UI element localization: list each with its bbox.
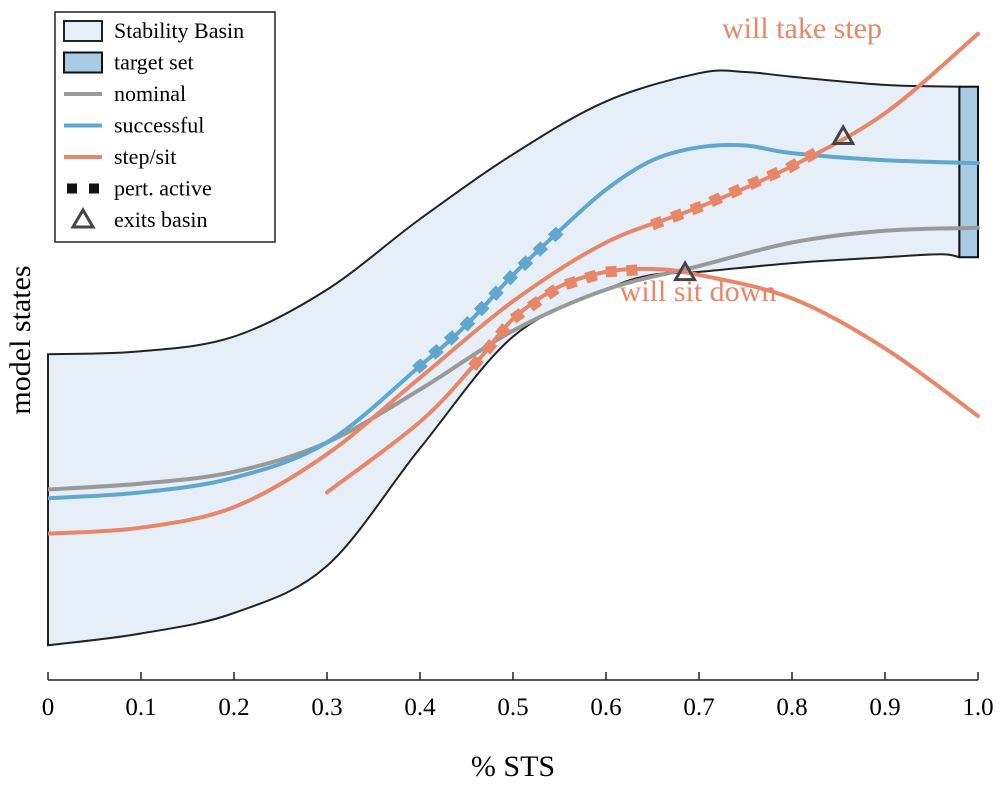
pert-marker xyxy=(509,308,526,324)
pert-marker xyxy=(495,323,511,339)
pert-marker xyxy=(517,255,534,271)
pert-marker xyxy=(532,241,549,257)
pert-segment-0 xyxy=(412,226,564,374)
legend: Stability Basin target set nominal successf… xyxy=(54,11,276,243)
legend-swatch xyxy=(89,183,99,194)
legend-entry-successful: successful xyxy=(64,113,204,138)
pert-marker xyxy=(488,285,504,301)
legend-swatch xyxy=(67,183,77,194)
legend-swatch xyxy=(63,51,103,74)
x-tick-label: 0 xyxy=(42,694,55,721)
legend-items: Stability Basin target set nominal successf… xyxy=(63,18,244,232)
pert-marker xyxy=(468,355,484,371)
legend-entry-exit: exits basin xyxy=(70,207,208,232)
exit-basin-marker-0 xyxy=(831,123,856,145)
x-tick-label: 0.1 xyxy=(125,694,156,721)
legend-entry-basin: Stability Basin xyxy=(63,18,244,43)
legend-label: target set xyxy=(114,50,194,75)
legend-swatch xyxy=(63,20,103,42)
legend-entry-pert: pert. active xyxy=(67,176,212,201)
pert-marker xyxy=(785,158,801,174)
x-tick-label: 0.2 xyxy=(218,694,249,721)
pert-marker xyxy=(708,192,723,208)
pert-marker xyxy=(747,175,762,190)
series-line-nominal xyxy=(48,225,980,492)
axes: 0 0.1 0.2 0.3 0.4 0.5 0.6 0.7 0.8 0.9 1.0 % STS mo… xyxy=(4,265,994,783)
pert-segment-1 xyxy=(650,147,819,231)
pert-segment-2 xyxy=(468,264,638,371)
pert-marker xyxy=(547,226,564,243)
exit-basin-marker-1 xyxy=(672,260,698,282)
x-tick-label: 0.9 xyxy=(869,694,900,721)
legend-entry-stepsit: step/sit xyxy=(64,144,176,169)
legend-entry-nominal: nominal xyxy=(64,81,186,106)
pert-marker xyxy=(803,147,819,163)
legend-entry-target: target set xyxy=(63,50,194,75)
x-tick-label: 0.3 xyxy=(311,694,342,721)
pert-marker xyxy=(728,183,743,199)
legend-label: nominal xyxy=(114,81,186,106)
legend-label: pert. active xyxy=(114,176,212,201)
pert-marker xyxy=(412,358,428,374)
x-tick-label: 0.4 xyxy=(404,694,436,721)
pert-marker xyxy=(428,344,444,360)
pert-marker xyxy=(766,167,781,182)
pert-marker xyxy=(544,284,560,300)
x-axis-label: % STS xyxy=(471,750,555,783)
x-tick-label: 0.8 xyxy=(776,694,807,721)
pert-marker xyxy=(605,265,618,278)
series-line-step-sit-step- xyxy=(48,31,980,536)
legend-label: exits basin xyxy=(114,207,208,232)
x-tick-label: 0.5 xyxy=(497,694,528,721)
pert-marker xyxy=(650,216,665,231)
x-tick-label: 0.7 xyxy=(683,694,714,721)
legend-swatch xyxy=(70,207,96,229)
target-set xyxy=(958,85,980,259)
pert-marker xyxy=(626,264,638,277)
pert-marker xyxy=(564,276,578,290)
y-axis-label: model states xyxy=(4,265,37,414)
pert-marker xyxy=(584,269,598,284)
pert-marker xyxy=(527,296,543,312)
pert-marker xyxy=(670,208,685,223)
legend-label: step/sit xyxy=(114,144,176,169)
stability-basin xyxy=(47,69,961,647)
plot-area xyxy=(47,31,980,647)
x-tick-label: 0.6 xyxy=(590,694,621,721)
pert-marker xyxy=(481,338,498,355)
annotation-will-take-step: will take step xyxy=(722,12,882,45)
pert-marker xyxy=(473,300,490,317)
x-tick-label: 1.0 xyxy=(962,694,993,721)
pert-marker xyxy=(502,269,519,286)
legend-label: successful xyxy=(114,113,204,138)
annotations: will take step will sit down xyxy=(620,12,882,308)
pert-marker xyxy=(443,330,460,346)
pert-marker xyxy=(689,201,704,216)
pert-marker xyxy=(459,316,476,332)
annotation-will-sit-down: will sit down xyxy=(620,275,777,308)
x-ticks: 0 0.1 0.2 0.3 0.4 0.5 0.6 0.7 0.8 0.9 1.0 xyxy=(42,672,994,721)
legend-label: Stability Basin xyxy=(114,18,244,43)
